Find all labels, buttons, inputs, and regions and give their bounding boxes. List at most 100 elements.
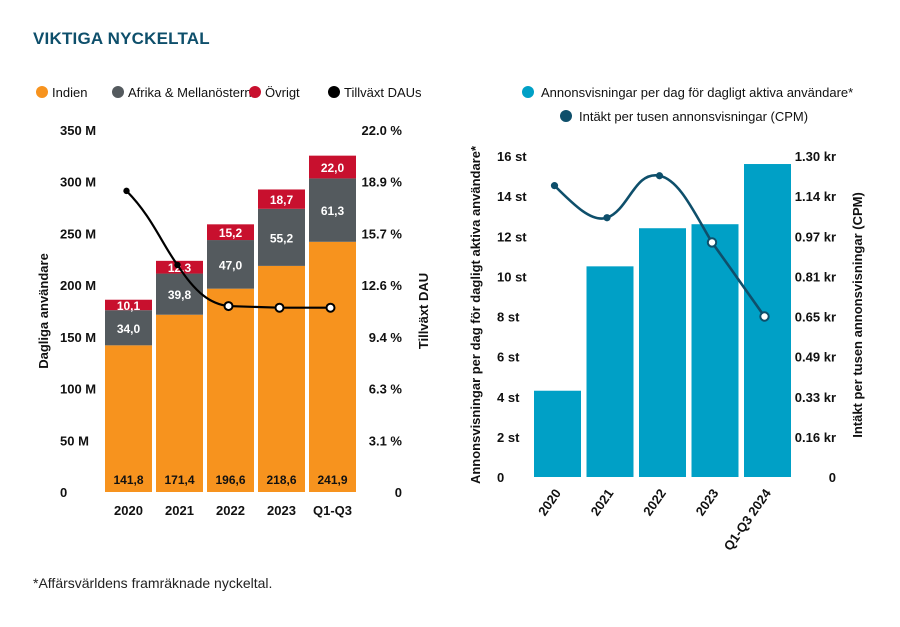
data-label-afrika: 61,3	[321, 204, 345, 218]
y2-tick-label: 0.65 kr	[795, 310, 836, 325]
legend-label-cpm: Intäkt per tusen annonsvisningar (CPM)	[579, 109, 808, 124]
y2-tick-label: 0.33 kr	[795, 390, 836, 405]
x-tick-label: 2023	[267, 503, 296, 518]
bar-afrika-mellanostern	[156, 273, 203, 315]
point-cpm	[655, 172, 664, 180]
y-tick-label: 2 st	[497, 430, 520, 445]
y2-tick-label: 3.1 %	[369, 433, 403, 448]
y2-tick-label: 6.3 %	[369, 382, 403, 397]
y-tick-label: 10 st	[497, 269, 527, 284]
y-tick-label: 250 M	[60, 226, 96, 241]
legend-marker-indien	[36, 86, 48, 98]
bar-afrika-mellanostern	[309, 178, 356, 242]
data-label-afrika: 39,8	[168, 288, 192, 302]
page-title: VIKTIGA NYCKELTAL	[33, 29, 210, 48]
y-tick-label: 50 M	[60, 433, 89, 448]
y2-tick-label: 0.49 kr	[795, 350, 836, 365]
point-cpm	[706, 237, 718, 248]
legend-label-indien: Indien	[52, 85, 87, 100]
y-tick-label: 16 st	[497, 149, 527, 164]
x-tick-label: 2020	[114, 503, 143, 518]
x-tick-label: 2021	[588, 486, 617, 518]
y2-tick-label: 1.14 kr	[795, 189, 836, 204]
point-cpm	[550, 182, 559, 190]
legend-label-afrika-mellanostern: Afrika & Mellanöstern	[128, 85, 252, 100]
legend-marker-annonsvisningar	[522, 86, 534, 98]
bar-annonsvisningar	[639, 228, 686, 477]
x-tick-label: 2020	[535, 486, 564, 518]
y2-tick-label: 12.6 %	[362, 278, 403, 293]
data-label-indien: 141,8	[113, 473, 143, 487]
legend-marker-cpm	[560, 110, 572, 122]
data-label-indien: 196,6	[215, 473, 245, 487]
y-tick-label: 0	[60, 485, 67, 500]
y-tick-label: 100 M	[60, 382, 96, 397]
bar-afrika-mellanostern	[207, 240, 254, 289]
bar-ovrigt	[105, 299, 152, 311]
y-axis-title: Dagliga användare	[36, 253, 51, 369]
bar-indien	[309, 241, 356, 492]
data-label-indien: 218,6	[266, 473, 296, 487]
data-label-afrika: 34,0	[117, 322, 141, 336]
y-tick-label: 0	[497, 470, 504, 485]
y2-axis-title: Tillväxt DAU	[416, 273, 431, 349]
y-tick-label: 14 st	[497, 189, 527, 204]
point-tillvaxt-daus	[223, 301, 234, 312]
y-tick-label: 150 M	[60, 330, 96, 345]
bar-annonsvisningar	[586, 266, 634, 477]
point-tillvaxt-daus	[325, 302, 336, 313]
y2-tick-label: 0	[829, 470, 836, 485]
point-tillvaxt-daus	[174, 261, 181, 269]
y2-tick-label: 0.81 kr	[795, 269, 836, 284]
footnote: *Affärsvärldens framräknade nyckeltal.	[33, 575, 273, 591]
data-label-indien: 241,9	[317, 473, 347, 487]
data-label-ovrigt: 10,1	[117, 299, 141, 313]
x-tick-label: Q1-Q3 2024	[721, 485, 775, 553]
legend-marker-ovrigt	[249, 86, 261, 98]
y2-tick-label: 1.30 kr	[795, 149, 836, 164]
data-label-ovrigt: 22,0	[321, 161, 345, 175]
bar-ovrigt	[258, 189, 305, 209]
y2-axis-title: Intäkt per tusen annonsvisningar (CPM)	[850, 192, 865, 438]
data-label-ovrigt: 15,2	[219, 226, 243, 240]
y2-tick-label: 15.7 %	[362, 226, 403, 241]
bar-indien	[105, 345, 152, 492]
y-axis-title: Annonsvisningar per dag för dagligt akti…	[468, 145, 483, 484]
legend-label-tillvaxt-daus: Tillväxt DAUs	[344, 85, 422, 100]
legend-label-ovrigt: Övrigt	[265, 85, 300, 100]
bar-indien	[258, 265, 305, 492]
data-label-ovrigt: 18,7	[270, 193, 294, 207]
y2-tick-label: 0.97 kr	[795, 229, 836, 244]
data-label-indien: 171,4	[164, 473, 194, 487]
legend-marker-tillvaxt-daus	[328, 86, 340, 98]
y2-tick-label: 0.16 kr	[795, 430, 836, 445]
bar-ovrigt	[309, 155, 356, 179]
y-tick-label: 200 M	[60, 278, 96, 293]
bar-annonsvisningar	[691, 224, 739, 477]
data-label-afrika: 47,0	[219, 258, 243, 272]
legend-label-annonsvisningar: Annonsvisningar per dag för dagligt akti…	[541, 85, 853, 100]
y2-tick-label: 9.4 %	[369, 330, 403, 345]
point-tillvaxt-daus	[274, 302, 285, 313]
y2-tick-label: 0	[395, 485, 402, 500]
y-tick-label: 350 M	[60, 123, 96, 138]
bar-afrika-mellanostern	[105, 310, 152, 346]
x-tick-label: Q1-Q3	[313, 503, 352, 518]
x-tick-label: 2021	[165, 503, 194, 518]
point-cpm	[603, 214, 611, 222]
x-tick-label: 2022	[640, 486, 669, 518]
bar-indien	[156, 314, 203, 492]
y-tick-label: 12 st	[497, 229, 527, 244]
x-tick-label: 2023	[693, 486, 722, 518]
data-label-afrika: 55,2	[270, 231, 294, 245]
bar-afrika-mellanostern	[258, 208, 305, 266]
y-tick-label: 8 st	[497, 310, 520, 325]
bar-annonsvisningar	[534, 390, 581, 477]
y-tick-label: 4 st	[497, 390, 520, 405]
point-cpm	[759, 311, 770, 322]
bar-indien	[207, 288, 254, 492]
y2-tick-label: 18.9 %	[362, 175, 403, 190]
point-tillvaxt-daus	[123, 187, 130, 195]
y-tick-label: 6 st	[497, 350, 520, 365]
